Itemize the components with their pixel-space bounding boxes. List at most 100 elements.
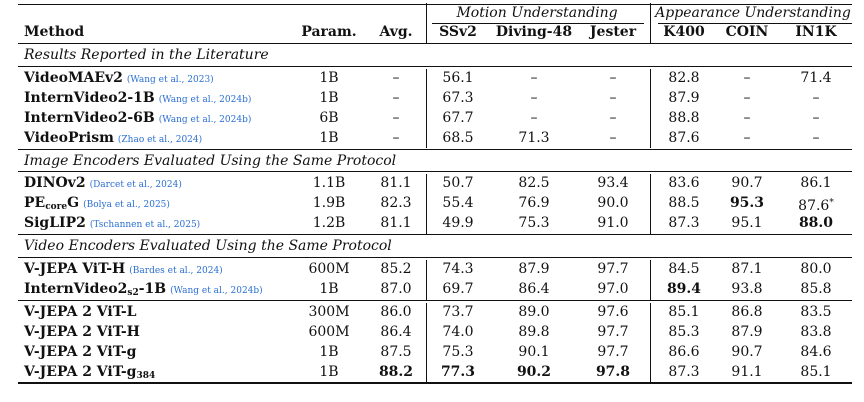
method-label: InternVideo2-1B <box>24 89 155 106</box>
k400-cell: 84.5 <box>654 259 714 279</box>
param-cell: 1B <box>294 342 364 362</box>
coin-value: – <box>743 69 751 86</box>
coin-cell: 87.9 <box>714 322 780 342</box>
k400-cell: 87.3 <box>654 362 714 382</box>
param-cell: 600M <box>294 259 364 279</box>
diving-cell: 75.3 <box>488 213 580 233</box>
jester-value: 93.4 <box>597 175 629 192</box>
method-name: VideoPrism (Zhao et al., 2024) <box>24 128 294 148</box>
in1k-value: 71.4 <box>800 69 832 86</box>
k400-value: 85.1 <box>668 303 700 320</box>
avg-cell: – <box>368 88 424 108</box>
diving-cell: 89.0 <box>488 302 580 322</box>
table-row: InternVideo2s2-1B (Wang et al., 2024b) 1B 8… <box>18 279 852 299</box>
section-title-rule <box>18 257 852 258</box>
citation-link[interactable]: (Bardes et al., 2024) <box>129 266 223 276</box>
citation-link[interactable]: (Tschannen et al., 2025) <box>89 220 201 231</box>
citation-link[interactable]: (Wang et al., 2024b) <box>158 114 252 125</box>
diving-cell: – <box>488 88 580 108</box>
in1k-value: – <box>812 109 820 126</box>
ssv2-cell: 55.4 <box>428 193 488 213</box>
param-value: 1B <box>319 89 339 106</box>
coin-cell: – <box>714 108 780 128</box>
jester-cell: 97.8 <box>580 362 646 382</box>
citation-link[interactable]: (Zhao et al., 2024) <box>117 134 203 145</box>
k400-value: 86.6 <box>668 343 700 360</box>
jester-cell: – <box>580 88 646 108</box>
diving-cell: – <box>488 108 580 128</box>
in1k-cell: 86.1 <box>780 173 852 193</box>
param-cell: 1B <box>294 68 364 88</box>
method-name: InternVideo2s2-1B (Wang et al., 2024b) <box>24 279 294 299</box>
method-name: PEcoreG (Bolya et al., 2025) <box>24 193 294 213</box>
column-separator <box>426 68 427 149</box>
in1k-cell: 71.4 <box>780 68 852 88</box>
coin-cell: 93.8 <box>714 279 780 299</box>
table-row: SigLIP2 (Tschannen et al., 2025) 1.2B 81.1 4… <box>18 213 852 233</box>
diving-value: 90.2 <box>516 363 552 380</box>
in1k-cell: 80.0 <box>780 259 852 279</box>
method-suffix: G <box>67 195 80 212</box>
k400-value: 84.5 <box>668 261 700 277</box>
method-label: V-JEPA 2 ViT-g <box>24 363 137 380</box>
group-appearance-label: Appearance Understanding <box>655 5 851 21</box>
avg-value: – <box>392 129 400 146</box>
table-row: V-JEPA 2 ViT-H 600M 86.4 74.0 89.8 97.7 85.3 87… <box>18 322 852 342</box>
in1k-value: 83.5 <box>800 303 832 320</box>
citation-link[interactable]: (Wang et al., 2023) <box>126 74 214 85</box>
coin-cell: 87.1 <box>714 259 780 279</box>
in1k-cell: – <box>780 128 852 148</box>
column-separator <box>650 3 651 44</box>
k400-value: 88.8 <box>668 109 700 126</box>
in1k-value: 88.0 <box>798 215 834 232</box>
citation-link[interactable]: (Bolya et al., 2025) <box>83 200 170 211</box>
in1k-value: 87.6 <box>798 198 830 215</box>
avg-value: – <box>392 89 400 106</box>
table-row: InternVideo2-6B (Wang et al., 2024b) 6B – 67… <box>18 108 852 128</box>
diving-value: 71.3 <box>518 129 550 146</box>
param-cell: 1.9B <box>294 193 364 213</box>
in1k-value: 86.1 <box>800 175 832 192</box>
method-label: VideoMAEv2 <box>24 69 123 86</box>
table-row: DINOv2 (Darcet et al., 2024) 1.1B 81.1 50.7 8… <box>18 173 852 193</box>
jester-cell: 97.7 <box>580 322 646 342</box>
in1k-value: 80.0 <box>800 261 832 277</box>
diving-value: – <box>530 109 538 126</box>
col-k400-header: K400 <box>663 24 705 40</box>
param-value: 1.2B <box>312 215 346 232</box>
avg-cell: 87.5 <box>368 342 424 362</box>
ssv2-cell: 74.0 <box>428 322 488 342</box>
citation-link[interactable]: (Wang et al., 2024b) <box>158 94 252 105</box>
param-value: 600M <box>308 261 350 277</box>
jester-value: 97.6 <box>597 303 629 320</box>
in1k-cell: 84.6 <box>780 342 852 362</box>
param-value: 1.1B <box>312 175 346 192</box>
avg-cell: 81.1 <box>368 173 424 193</box>
in1k-value: – <box>812 89 820 106</box>
k400-cell: 88.8 <box>654 108 714 128</box>
jester-cell: – <box>580 108 646 128</box>
citation-link[interactable]: (Wang et al., 2024b) <box>170 285 263 296</box>
diving-cell: 90.2 <box>488 362 580 382</box>
k400-cell: 86.6 <box>654 342 714 362</box>
group-motion-label: Motion Understanding <box>456 5 618 21</box>
method-subscript: core <box>45 202 68 213</box>
citation-link[interactable]: (Darcet et al., 2024) <box>89 180 182 191</box>
ssv2-cell: 67.3 <box>428 88 488 108</box>
ssv2-value: 67.3 <box>442 89 474 106</box>
method-label: VideoPrism <box>24 129 114 146</box>
table-row: InternVideo2-1B (Wang et al., 2024b) 1B – 67… <box>18 88 852 108</box>
method-name: V-JEPA ViT-H (Bardes et al., 2024) <box>24 259 294 279</box>
table-row: VideoPrism (Zhao et al., 2024) 1B – 68.5 71.3… <box>18 128 852 148</box>
column-separator <box>426 3 427 44</box>
in1k-cell: 83.5 <box>780 302 852 322</box>
param-value: 1B <box>319 363 339 380</box>
method-label: InternVideo2 <box>24 280 128 297</box>
diving-cell: 89.8 <box>488 322 580 342</box>
k400-cell: 85.1 <box>654 302 714 322</box>
in1k-value: 83.8 <box>800 323 832 340</box>
diving-value: 82.5 <box>518 175 550 192</box>
in1k-cell: 85.8 <box>780 279 852 299</box>
avg-cell: 81.1 <box>368 213 424 233</box>
k400-cell: 88.5 <box>654 193 714 213</box>
